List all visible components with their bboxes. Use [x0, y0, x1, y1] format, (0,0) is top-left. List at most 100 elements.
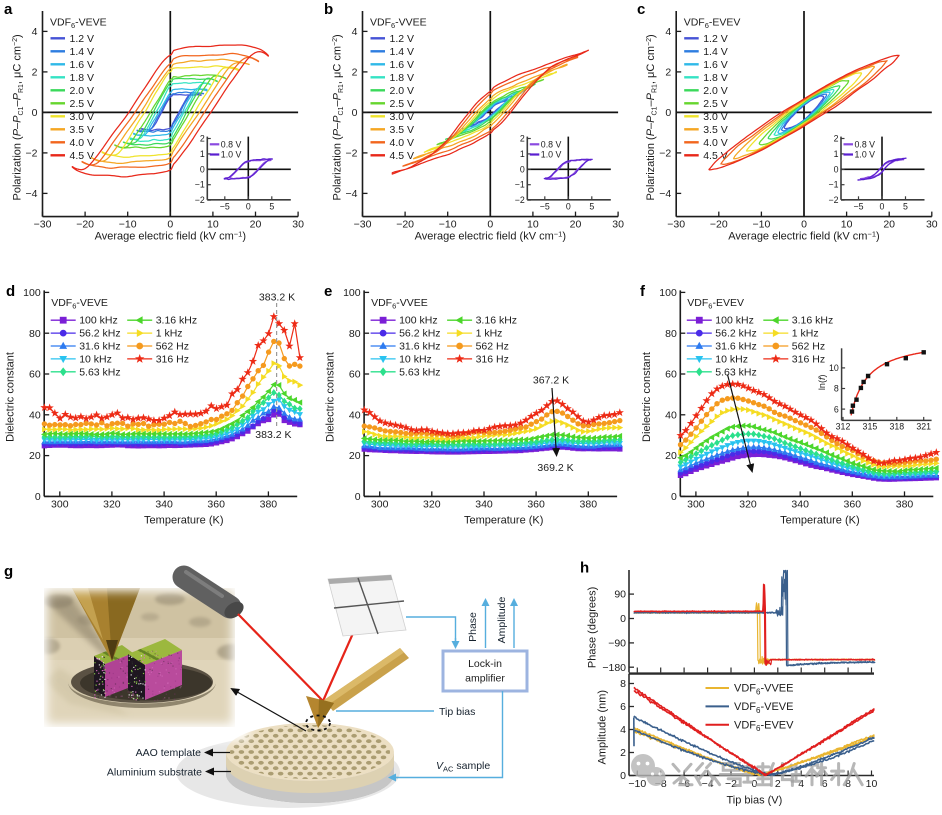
svg-text:6: 6 — [620, 701, 626, 713]
svg-text:100: 100 — [343, 287, 361, 299]
svg-text:60: 60 — [29, 369, 41, 381]
svg-text:VDF6-EVEV: VDF6-EVEV — [687, 297, 744, 311]
svg-text:amplifier: amplifier — [465, 673, 505, 685]
svg-text:ln(f): ln(f) — [817, 375, 827, 391]
svg-text:10: 10 — [829, 363, 839, 373]
svg-text:0: 0 — [566, 201, 571, 211]
svg-text:VDF6-VEVE: VDF6-VEVE — [51, 297, 108, 311]
svg-text:Temperature (K): Temperature (K) — [144, 515, 223, 527]
svg-text:Average electric field (kV cm−: Average electric field (kV cm−1) — [728, 229, 879, 242]
svg-text:−20: −20 — [396, 219, 414, 231]
svg-text:e: e — [324, 283, 332, 300]
svg-text:40: 40 — [665, 409, 677, 421]
svg-text:80: 80 — [349, 328, 361, 340]
svg-text:0: 0 — [671, 491, 677, 503]
svg-text:2.0 V: 2.0 V — [70, 85, 95, 97]
svg-text:Tip bias: Tip bias — [439, 706, 475, 718]
svg-text:−2: −2 — [828, 195, 838, 205]
svg-text:315: 315 — [863, 422, 878, 432]
svg-text:20: 20 — [570, 219, 582, 231]
svg-text:320: 320 — [739, 499, 757, 511]
svg-text:20: 20 — [349, 450, 361, 462]
svg-text:300: 300 — [51, 499, 69, 511]
svg-text:316 Hz: 316 Hz — [156, 353, 189, 365]
svg-text:0: 0 — [246, 201, 251, 211]
svg-text:10: 10 — [527, 219, 539, 231]
svg-text:−5: −5 — [853, 201, 863, 211]
svg-text:−90: −90 — [608, 638, 626, 650]
svg-text:367.2 K: 367.2 K — [533, 375, 569, 387]
svg-text:1.4 V: 1.4 V — [70, 46, 95, 58]
svg-text:1: 1 — [834, 149, 839, 159]
svg-text:8: 8 — [620, 678, 626, 690]
svg-text:2.5 V: 2.5 V — [703, 98, 728, 110]
svg-text:2: 2 — [352, 67, 358, 79]
svg-text:0.8 V: 0.8 V — [541, 140, 562, 150]
svg-text:−1: −1 — [195, 180, 205, 190]
svg-text:60: 60 — [665, 369, 677, 381]
svg-text:30: 30 — [612, 219, 624, 231]
svg-text:3.0 V: 3.0 V — [703, 111, 728, 123]
svg-text:Temperature (K): Temperature (K) — [780, 515, 859, 527]
svg-text:10: 10 — [866, 778, 878, 790]
svg-text:−20: −20 — [710, 219, 728, 231]
svg-text:4: 4 — [352, 26, 358, 38]
svg-text:1.6 V: 1.6 V — [390, 59, 415, 71]
svg-text:0: 0 — [487, 219, 493, 231]
svg-text:2.0 V: 2.0 V — [703, 85, 728, 97]
svg-text:−30: −30 — [667, 219, 685, 231]
svg-text:80: 80 — [29, 328, 41, 340]
svg-text:56.2 kHz: 56.2 kHz — [399, 328, 440, 340]
svg-text:c: c — [637, 1, 645, 18]
svg-text:380: 380 — [260, 499, 278, 511]
svg-text:0: 0 — [32, 107, 38, 119]
svg-text:Temperature (K): Temperature (K) — [464, 515, 543, 527]
svg-text:h: h — [580, 560, 589, 577]
svg-text:10: 10 — [207, 219, 219, 231]
svg-text:31.6 kHz: 31.6 kHz — [79, 341, 120, 353]
svg-text:0: 0 — [620, 613, 626, 625]
svg-text:1.6 V: 1.6 V — [70, 59, 95, 71]
svg-text:0: 0 — [834, 164, 839, 174]
svg-text:0: 0 — [355, 491, 361, 503]
svg-text:Dielectric constant: Dielectric constant — [325, 352, 337, 442]
svg-text:300: 300 — [371, 499, 389, 511]
svg-text:4: 4 — [798, 778, 804, 790]
svg-text:2: 2 — [620, 747, 626, 759]
svg-text:100 kHz: 100 kHz — [79, 315, 118, 327]
svg-text:80: 80 — [665, 328, 677, 340]
svg-text:321: 321 — [916, 422, 931, 432]
svg-text:1.8 V: 1.8 V — [703, 72, 728, 84]
svg-text:31.6 kHz: 31.6 kHz — [399, 341, 440, 353]
svg-text:3.0 V: 3.0 V — [70, 111, 95, 123]
svg-text:30: 30 — [292, 219, 304, 231]
svg-text:3.5 V: 3.5 V — [70, 124, 95, 136]
svg-text:Average electric field (kV cm−: Average electric field (kV cm−1) — [95, 229, 246, 242]
svg-text:56.2 kHz: 56.2 kHz — [79, 328, 120, 340]
svg-text:3.5 V: 3.5 V — [390, 124, 415, 136]
svg-text:Phase: Phase — [467, 612, 479, 642]
svg-text:g: g — [4, 563, 13, 580]
svg-text:4.5 V: 4.5 V — [70, 150, 95, 162]
svg-text:20: 20 — [29, 450, 41, 462]
svg-text:3.16 kHz: 3.16 kHz — [156, 315, 197, 327]
svg-text:0: 0 — [801, 219, 807, 231]
svg-text:−2: −2 — [346, 148, 358, 160]
svg-text:60: 60 — [349, 369, 361, 381]
svg-text:0: 0 — [200, 164, 205, 174]
svg-text:4.5 V: 4.5 V — [390, 150, 415, 162]
svg-text:0: 0 — [620, 770, 626, 782]
svg-text:562 Hz: 562 Hz — [156, 341, 189, 353]
svg-text:56.2 kHz: 56.2 kHz — [715, 328, 756, 340]
svg-text:10 kHz: 10 kHz — [79, 353, 112, 365]
svg-text:Phase (degrees): Phase (degrees) — [587, 587, 599, 668]
svg-text:6: 6 — [822, 778, 828, 790]
svg-text:1: 1 — [520, 149, 525, 159]
svg-text:5: 5 — [589, 201, 594, 211]
svg-text:316 Hz: 316 Hz — [476, 353, 509, 365]
svg-text:−4: −4 — [659, 188, 671, 200]
svg-text:Aluminium substrate: Aluminium substrate — [107, 767, 202, 779]
svg-text:380: 380 — [580, 499, 598, 511]
svg-text:340: 340 — [475, 499, 493, 511]
svg-text:−2: −2 — [515, 195, 525, 205]
